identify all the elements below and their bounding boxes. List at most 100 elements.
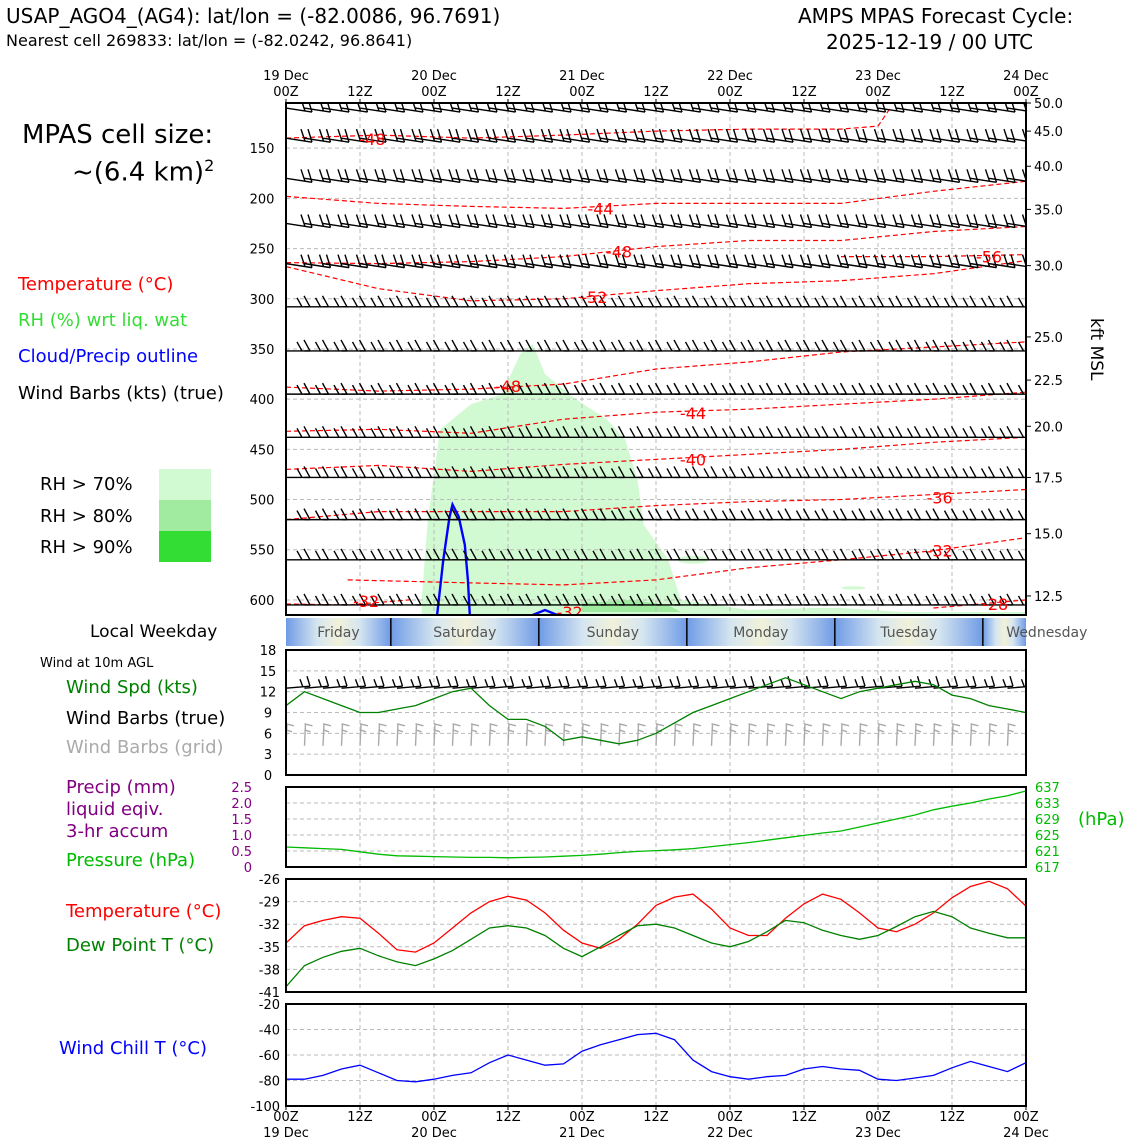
wind-barb	[989, 508, 1014, 521]
wind10-y-tick: 18	[260, 644, 277, 659]
temp-plot-area	[286, 880, 1026, 988]
wind-barb	[637, 382, 663, 395]
top-hour-label: 12Z	[643, 85, 669, 100]
wind-barb	[674, 425, 700, 439]
temp-contour	[347, 537, 1026, 586]
wind-barb	[766, 214, 794, 229]
wind-barb	[711, 295, 737, 308]
wind-speed-line	[286, 677, 1026, 745]
chill-grid	[286, 1004, 1026, 1106]
sounding-wind-barbs	[286, 103, 1026, 606]
wind-barb	[304, 254, 332, 269]
top-hour-label: 00Z	[1013, 85, 1039, 100]
kft-tick-label: 12.5	[1034, 590, 1063, 605]
wind-barb	[785, 128, 813, 143]
wind-barb	[693, 295, 718, 308]
wind-barb	[618, 128, 646, 143]
true-wind-barb	[951, 675, 977, 689]
wind-barb	[526, 169, 554, 183]
top-hour-label: 00Z	[273, 85, 299, 100]
true-wind-barb	[452, 675, 478, 689]
wind-barb	[286, 103, 313, 113]
wind-barb	[304, 103, 332, 113]
wind-barb	[970, 128, 998, 143]
wind-barb	[989, 382, 1014, 395]
wind-barb	[452, 214, 480, 229]
wind-barb	[507, 128, 535, 143]
temp-contour	[286, 107, 891, 139]
weekday-name: Friday	[317, 625, 359, 641]
wind-chill-label: Wind Chill T (°C)	[59, 1038, 207, 1059]
wind-chill-line	[286, 1032, 1026, 1083]
wind-barb	[877, 103, 905, 113]
wind-barb	[933, 466, 959, 479]
wind10-y-tick: 3	[264, 748, 272, 763]
chill-y-tick: -20	[259, 998, 280, 1013]
bottom-date-label: 22 Dec	[707, 1126, 753, 1140]
top-hour-label: 12Z	[495, 85, 521, 100]
wind-speed-label: Wind Spd (kts)	[66, 677, 198, 698]
wind-barb	[656, 425, 681, 439]
wind-barb	[859, 425, 885, 439]
pressure-y-tick: 617	[1035, 861, 1060, 876]
wind-barb	[600, 214, 628, 229]
wind-barb	[711, 254, 739, 269]
wind-barb	[322, 103, 350, 113]
wind-barb	[952, 466, 977, 479]
station-title: USAP_AGO4_(AG4): lat/lon = (-82.0086, 96…	[6, 4, 501, 28]
true-wind-barb	[433, 675, 459, 689]
true-wind-barb	[526, 675, 552, 689]
wind-barb	[359, 103, 387, 113]
wind-barb	[415, 254, 443, 269]
wind-barb	[378, 128, 406, 143]
wind-barb	[322, 214, 350, 229]
wind-barb	[322, 254, 350, 269]
precip-frame	[285, 786, 1027, 868]
wind10-y-tick: 0	[264, 769, 272, 784]
rh70-swatch	[159, 469, 211, 500]
wind-barb	[637, 425, 663, 439]
wind-barb	[785, 169, 813, 183]
wind-barb	[896, 593, 922, 606]
wind-barb	[286, 214, 313, 229]
pressure-y-tick: 633	[1035, 797, 1060, 812]
kft-tick-label: 40.0	[1034, 160, 1063, 175]
grid-wind-barb	[286, 723, 295, 746]
true-wind-barb	[396, 675, 422, 689]
true-wind-barb	[544, 675, 570, 689]
wind-barb	[581, 128, 609, 143]
bottom-hour-label: 12Z	[347, 1110, 373, 1125]
temp-frame	[285, 878, 1027, 993]
grid-wind-barb	[784, 723, 794, 746]
true-wind-barb	[1025, 687, 1026, 689]
temp-contour	[286, 599, 410, 606]
wind-barb	[637, 466, 663, 479]
wind-barb	[692, 214, 720, 229]
bottom-hour-label: 12Z	[791, 1110, 817, 1125]
weekday-name: Monday	[733, 625, 788, 641]
pressure-y-tick: 621	[1035, 845, 1060, 860]
wind-barb	[286, 169, 313, 183]
true-wind-barb	[470, 675, 496, 689]
wind-barb	[933, 295, 959, 308]
cell-size-value: ~(6.4 km)2	[72, 156, 214, 188]
pressure-tick-label: 550	[250, 544, 275, 559]
wind-barb	[415, 382, 441, 395]
weekday-name: Tuesday	[879, 625, 937, 641]
grid-wind-barb	[895, 723, 905, 746]
wind-barb	[896, 508, 922, 521]
wind-barb	[452, 128, 480, 143]
wind-barb	[618, 103, 646, 113]
wind-barb	[415, 103, 443, 113]
wind-barb	[730, 425, 755, 439]
wind-barb	[415, 128, 443, 143]
precip-plot-area	[286, 790, 1026, 859]
wind-barb	[730, 548, 755, 561]
true-wind-barb	[859, 675, 885, 689]
wind-barb	[360, 382, 385, 395]
true-wind-barb	[304, 675, 330, 689]
wind-barb	[286, 382, 311, 395]
true-wind-barb	[674, 675, 700, 689]
wind-barb	[304, 295, 330, 308]
wind-barb	[767, 295, 792, 308]
